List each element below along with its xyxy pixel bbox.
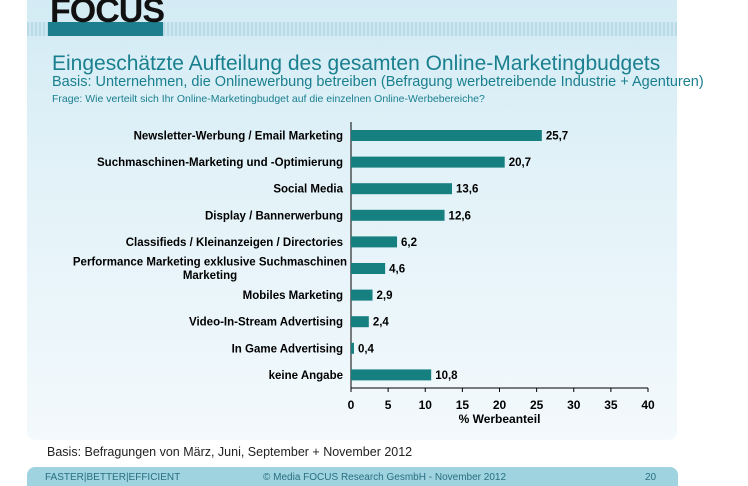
x-tick-label: 15	[456, 398, 470, 412]
chart-title: Eingeschätzte Aufteilung des gesamten On…	[52, 52, 661, 75]
category-label: Display / Bannerwerbung	[205, 210, 343, 222]
data-label: 10,8	[435, 370, 458, 382]
data-label: 2,9	[377, 290, 393, 302]
basis-note: Basis: Befragungen von März, Juni, Septe…	[47, 445, 413, 459]
data-label: 4,6	[389, 264, 405, 276]
x-tick-label: 20	[493, 398, 507, 412]
category-label: In Game Advertising	[232, 343, 343, 355]
category-label: Newsletter-Werbung / Email Marketing	[134, 131, 343, 143]
data-label: 6,2	[401, 237, 417, 249]
x-axis-label: % Werbeanteil	[459, 412, 541, 426]
bar	[351, 316, 369, 328]
data-label: 0,4	[358, 343, 375, 355]
x-tick-label: 0	[348, 398, 355, 412]
x-tick-label: 5	[385, 398, 392, 412]
category-label: Video-In-Stream Advertising	[189, 317, 343, 329]
survey-question: Frage: Wie verteilt sich Ihr Online-Mark…	[52, 93, 485, 105]
x-tick-label: 25	[530, 398, 544, 412]
chart-subtitle: Basis: Unternehmen, die Onlinewerbung be…	[52, 74, 704, 90]
footer: FASTER|BETTER|EFFICIENT © Media FOCUS Re…	[27, 467, 678, 486]
header-stripe	[27, 22, 677, 36]
bar	[351, 289, 373, 301]
data-label: 25,7	[546, 131, 568, 143]
category-label: keine Angabe	[269, 370, 343, 382]
bar	[351, 130, 542, 141]
category-label: Performance Marketing exklusive Suchmasc…	[73, 257, 347, 283]
bar	[351, 369, 432, 381]
data-label: 20,7	[509, 157, 531, 169]
footer-copyright: © Media FOCUS Research GesmbH - November…	[263, 472, 507, 483]
bar	[351, 263, 386, 274]
focus-logo: FOCUS	[48, 0, 165, 40]
category-label: Suchmaschinen-Marketing und -Optimierung	[97, 157, 343, 169]
x-tick-label: 10	[419, 398, 433, 412]
page-number: 20	[645, 472, 657, 483]
data-label: 2,4	[373, 317, 390, 329]
bar	[351, 209, 445, 221]
x-tick-label: 40	[641, 398, 655, 412]
data-label: 12,6	[449, 210, 471, 222]
bar	[351, 342, 354, 354]
x-tick-label: 30	[567, 398, 581, 412]
bar	[351, 183, 452, 195]
category-label: Classifieds / Kleinanzeigen / Directorie…	[126, 237, 343, 249]
footer-slogan: FASTER|BETTER|EFFICIENT	[45, 472, 181, 483]
data-label: 13,6	[456, 184, 478, 196]
bar	[351, 156, 505, 168]
category-label: Social Media	[273, 184, 343, 196]
x-tick-label: 35	[604, 398, 618, 412]
category-label: Mobiles Marketing	[243, 290, 343, 302]
bar	[351, 236, 398, 248]
